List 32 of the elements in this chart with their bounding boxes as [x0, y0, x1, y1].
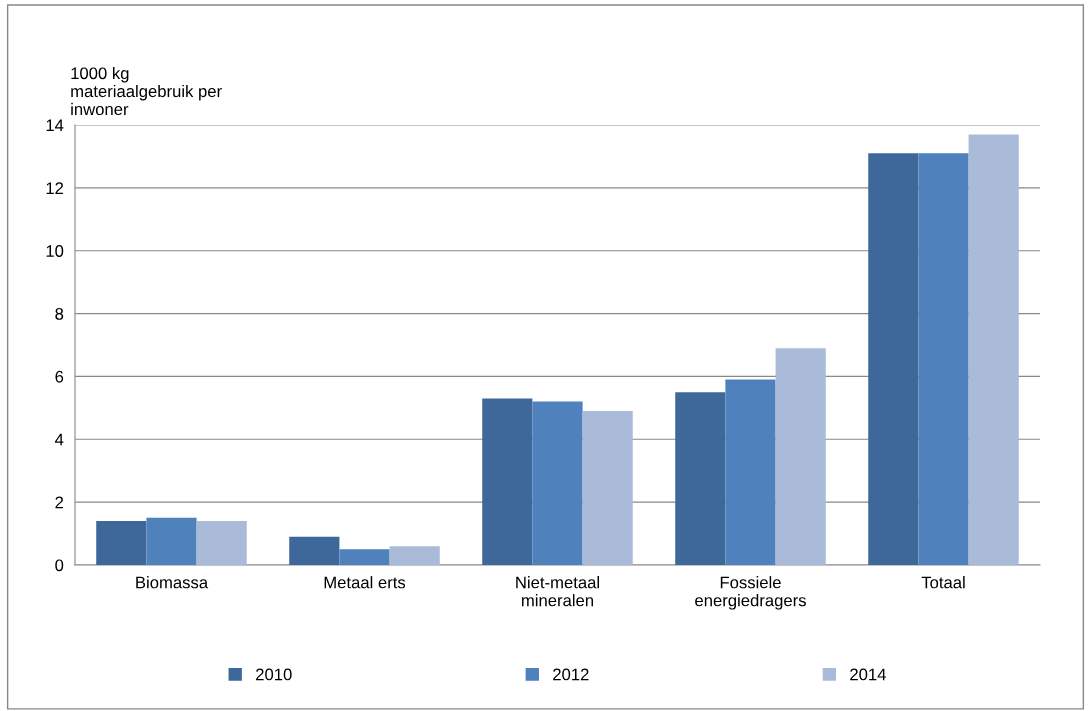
y-tick-label: 10 — [46, 245, 64, 257]
bar — [482, 398, 533, 565]
legend-label: 2012 — [553, 668, 589, 681]
y-axis-title: 1000 kg materiaalgebruik per inwoner — [71, 66, 222, 116]
bar — [675, 392, 726, 565]
x-tick-label: Fossiele energiedragers — [695, 576, 806, 610]
bar — [96, 521, 147, 565]
x-tick-label: Metaal erts — [324, 576, 406, 589]
x-tick-label: Biomassa — [136, 576, 209, 589]
bar — [868, 153, 919, 565]
legend-label: 2010 — [256, 668, 292, 681]
y-tick-label: 6 — [55, 370, 64, 383]
bar — [918, 153, 969, 565]
bar — [339, 549, 390, 565]
bar — [582, 411, 633, 565]
bar — [389, 546, 440, 565]
y-tick-label: 14 — [46, 119, 64, 132]
y-tick-label: 4 — [55, 433, 64, 446]
bar — [775, 348, 826, 565]
y-tick-label: 2 — [55, 496, 64, 509]
x-tick-label: Totaal — [921, 576, 965, 589]
bar — [968, 134, 1019, 565]
bar — [725, 379, 776, 565]
y-tick-label: 8 — [55, 307, 64, 320]
bar — [532, 401, 583, 565]
bar — [196, 521, 247, 565]
x-tick-label: Niet-metaal mineralen — [516, 576, 599, 607]
bar — [146, 517, 197, 565]
legend-label: 2014 — [850, 668, 886, 681]
bar — [289, 536, 340, 565]
y-tick-label: 12 — [46, 182, 64, 194]
y-tick-label: 0 — [55, 559, 64, 572]
